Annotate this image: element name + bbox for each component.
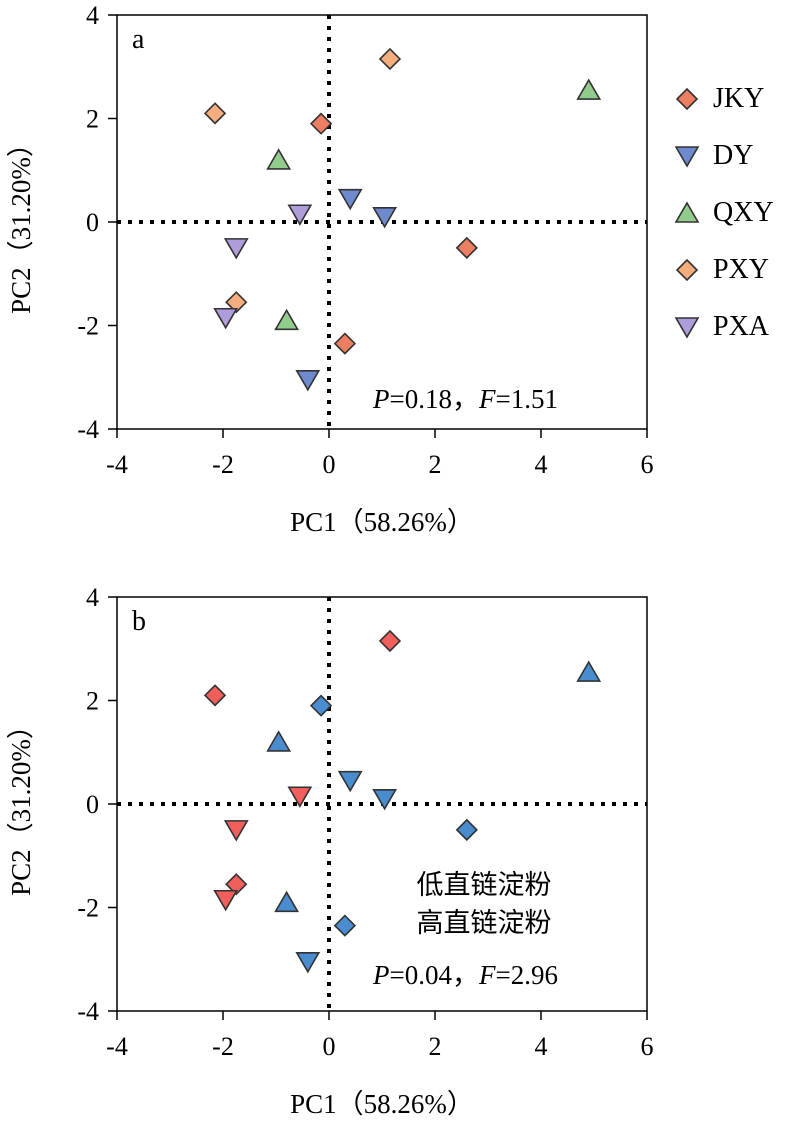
panel-a-stat: P=0.18，F=1.51	[372, 384, 558, 414]
data-point-diamond	[309, 112, 333, 135]
panel-b: -4 -2 0 2 4 6 -4 -2 0 2 4 b 低直链淀粉 高直链淀粉 P=0.04，F=2…	[6, 583, 654, 1119]
legend-item-dy: DY	[674, 140, 753, 171]
y-tick-label: -2	[77, 312, 99, 341]
y-tick-label: 2	[86, 105, 99, 134]
data-point-triangle-down	[223, 820, 249, 842]
x-tick-label: -2	[212, 1032, 234, 1061]
legend-label-qxy: QXY	[713, 197, 774, 228]
panel-a-letter: a	[132, 24, 145, 55]
x-tick-label: 4	[535, 1032, 548, 1061]
x-tick-label: 0	[323, 450, 336, 479]
panel-a-stat-p-value: =0.18，	[390, 384, 479, 414]
data-point-diamond	[225, 291, 248, 314]
panel-a-points	[203, 47, 602, 392]
panel-a-xlabel: PC1（58.26%）	[290, 507, 474, 537]
panel-b-xlabel: PC1（58.26%）	[290, 1089, 474, 1119]
legend-triangle-down-icon	[674, 317, 700, 339]
x-tick-label: -2	[212, 450, 234, 479]
panel-b-stat-f-label: F	[478, 960, 496, 990]
data-point-diamond	[309, 694, 333, 717]
data-point-triangle-down	[213, 307, 239, 330]
legend-item-jky: JKY	[675, 83, 764, 114]
data-point-diamond	[455, 818, 478, 842]
panel-b-stat-f-value: =2.96	[495, 960, 557, 990]
legend-item-qxy: QXY	[674, 197, 774, 228]
legend-label-jky: JKY	[713, 83, 764, 114]
panel-b-ticks: -4 -2 0 2 4 6 -4 -2 0 2 4	[77, 583, 653, 1061]
panel-gap	[0, 548, 786, 586]
y-tick-label: -4	[77, 997, 99, 1026]
panel-b-stat: P=0.04，F=2.96	[372, 960, 558, 990]
x-tick-label: 2	[429, 1032, 442, 1061]
panel-a-legend: JKY DY QXY PXY PXA	[674, 83, 774, 342]
data-point-triangle-down	[287, 786, 313, 808]
high-amylose-label: 高直链淀粉	[417, 908, 552, 939]
legend-label-pxa: PXA	[713, 311, 770, 342]
panel-a-ticks: -4 -2 0 2 4 6 -4 -2 0 2 4	[77, 1, 653, 479]
data-point-diamond	[333, 914, 357, 937]
x-tick-label: 4	[535, 450, 548, 479]
y-tick-label: 0	[86, 208, 99, 237]
x-tick-label: 6	[641, 1032, 654, 1061]
panel-a-stat-f-value: =1.51	[495, 384, 557, 414]
data-point-diamond	[203, 102, 227, 125]
panel-b-stat-p-label: P	[372, 960, 390, 990]
x-tick-label: 0	[323, 1032, 336, 1061]
data-point-triangle-down	[337, 770, 363, 793]
data-point-triangle-up	[274, 308, 299, 331]
data-point-diamond	[455, 236, 478, 260]
data-point-triangle-down	[287, 204, 313, 226]
data-point-diamond	[225, 873, 248, 896]
data-point-triangle-up	[266, 730, 292, 752]
panel-a: -4 -2 0 2 4 6 -4 -2 0 2 4 a P=0.18，F=1.51 PC1（58.2…	[6, 1, 774, 537]
x-tick-label: 6	[641, 450, 654, 479]
data-point-triangle-down	[372, 207, 398, 229]
panel-b-stat-p-value: =0.04，	[390, 960, 479, 990]
legend-label-pxy: PXY	[713, 254, 769, 285]
data-point-triangle-up	[576, 660, 602, 682]
data-point-triangle-up	[274, 890, 299, 913]
data-point-diamond	[378, 629, 402, 653]
y-tick-label: 4	[86, 1, 99, 30]
legend-diamond-icon	[675, 258, 699, 282]
legend-item-pxa: PXA	[674, 311, 770, 342]
data-point-triangle-down	[372, 789, 398, 811]
data-point-triangle-down	[295, 370, 321, 392]
legend-label-dy: DY	[713, 140, 753, 171]
x-tick-label: -4	[106, 1032, 128, 1061]
y-tick-label: 4	[86, 583, 99, 612]
y-tick-label: -2	[77, 894, 99, 923]
panel-a-stat-f-label: F	[478, 384, 496, 414]
data-point-triangle-down	[337, 188, 363, 211]
data-point-triangle-up	[266, 148, 292, 170]
panel-b-letter: b	[132, 606, 146, 637]
panel-b-ylabel: PC2（31.20%）	[6, 712, 36, 896]
panel-b-points	[203, 629, 602, 974]
low-amylose-label: 低直链淀粉	[417, 870, 552, 901]
data-point-triangle-up	[576, 78, 602, 100]
data-point-diamond	[333, 332, 357, 355]
legend-triangle-down-icon	[674, 146, 700, 168]
data-point-triangle-down	[223, 238, 249, 260]
panel-a-stat-p-label: P	[372, 384, 390, 414]
legend-triangle-up-icon	[674, 201, 700, 223]
x-tick-label: -4	[106, 450, 128, 479]
panel-a-ylabel: PC2（31.20%）	[6, 130, 36, 314]
legend-diamond-icon	[675, 87, 699, 111]
data-point-triangle-down	[213, 889, 239, 912]
y-tick-label: 0	[86, 790, 99, 819]
legend-item-pxy: PXY	[675, 254, 769, 285]
data-point-diamond	[378, 47, 402, 71]
data-point-diamond	[203, 684, 227, 707]
y-tick-label: -4	[77, 415, 99, 444]
y-tick-label: 2	[86, 687, 99, 716]
x-tick-label: 2	[429, 450, 442, 479]
data-point-triangle-down	[295, 952, 321, 974]
